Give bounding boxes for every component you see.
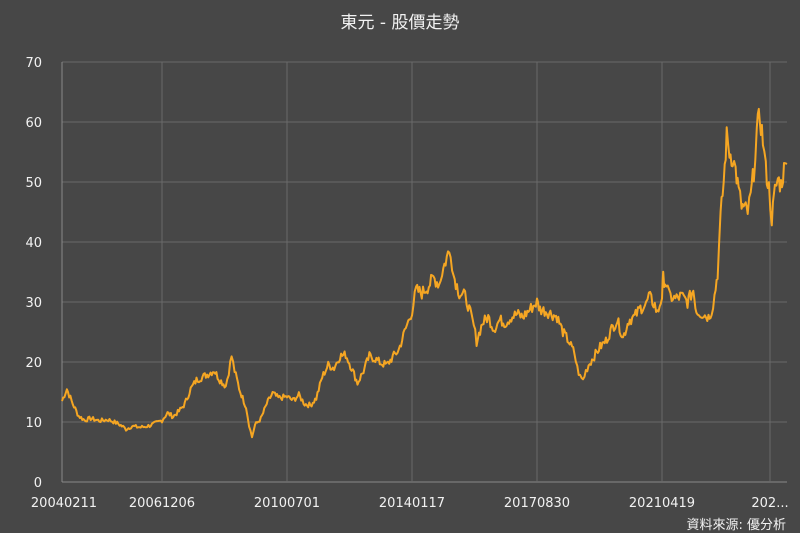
x-tick-label: 20100701 — [254, 496, 320, 511]
gridlines — [61, 61, 787, 483]
chart-title: 東元 - 股價走勢 — [341, 13, 460, 33]
series-line — [61, 107, 788, 439]
x-tick-label: 202... — [751, 496, 788, 511]
y-tick-label: 70 — [25, 56, 42, 71]
y-tick-label: 0 — [34, 476, 42, 491]
source-note: 資料來源: 優分析 — [686, 518, 786, 533]
price-series — [61, 107, 788, 439]
y-tick-label: 20 — [25, 356, 42, 371]
y-axis-tick-labels: 0 10 20 30 40 50 60 70 — [25, 56, 42, 491]
x-tick-label: 20061206 — [129, 496, 195, 511]
x-tick-label: 20140117 — [379, 496, 445, 511]
x-axis-tick-labels: 20040211 20061206 20100701 20140117 20170830… — [31, 496, 789, 511]
y-tick-label: 10 — [25, 416, 42, 431]
y-tick-label: 30 — [25, 296, 42, 311]
x-tick-label: 20210419 — [629, 496, 695, 511]
y-tick-label: 40 — [25, 236, 42, 251]
x-tick-label: 20170830 — [504, 496, 570, 511]
y-tick-label: 60 — [25, 116, 42, 131]
x-tick-label: 20040211 — [31, 496, 97, 511]
y-tick-label: 50 — [25, 176, 42, 191]
